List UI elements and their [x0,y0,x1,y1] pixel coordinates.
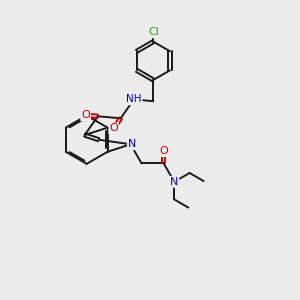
Text: O: O [109,123,118,134]
Text: O: O [81,110,90,120]
Text: Cl: Cl [148,27,159,37]
Text: NH: NH [126,94,142,104]
Text: O: O [159,146,168,156]
Text: N: N [128,139,136,149]
Text: N: N [170,177,178,187]
